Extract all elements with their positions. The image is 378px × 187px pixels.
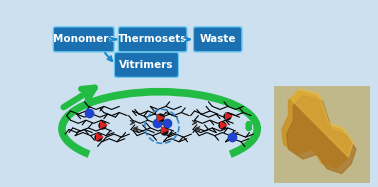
Text: Waste: Waste <box>200 34 236 44</box>
Text: Reshaping: Reshaping <box>276 125 338 138</box>
FancyBboxPatch shape <box>53 26 115 53</box>
FancyBboxPatch shape <box>115 53 178 77</box>
FancyBboxPatch shape <box>119 27 187 52</box>
FancyBboxPatch shape <box>118 26 187 53</box>
Text: Vitrimers: Vitrimers <box>119 60 174 70</box>
Polygon shape <box>287 96 356 174</box>
FancyBboxPatch shape <box>194 27 242 52</box>
FancyBboxPatch shape <box>114 52 179 78</box>
Text: Thermosets: Thermosets <box>118 34 187 44</box>
FancyBboxPatch shape <box>53 27 114 52</box>
Polygon shape <box>290 89 353 157</box>
Polygon shape <box>282 91 351 169</box>
Text: Monomers: Monomers <box>53 34 115 44</box>
Text: Welding: Welding <box>283 137 331 150</box>
Text: Recycling: Recycling <box>279 148 335 161</box>
FancyBboxPatch shape <box>193 26 243 53</box>
